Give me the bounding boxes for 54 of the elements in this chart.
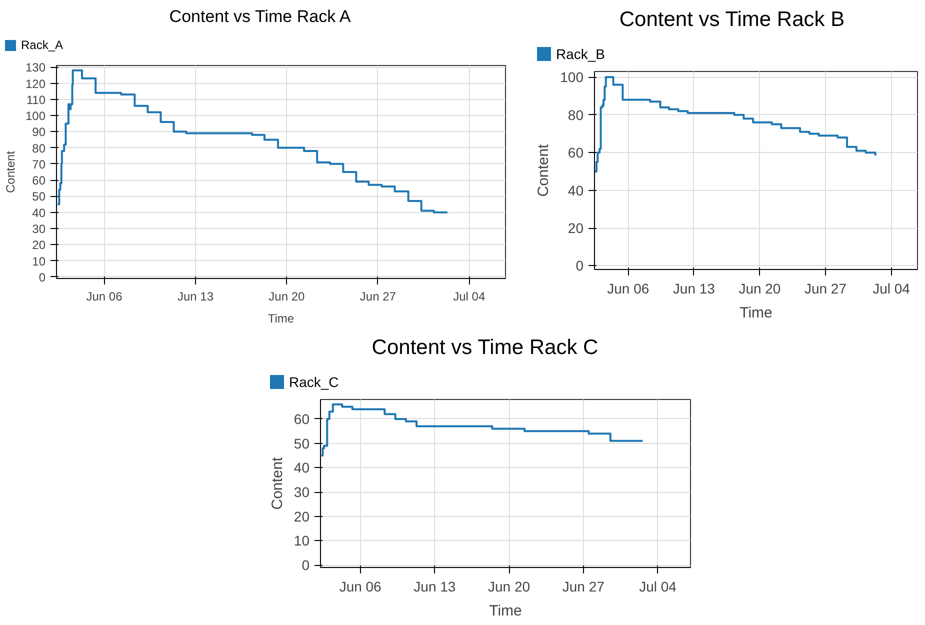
y-tick-label: 50 — [32, 190, 46, 204]
y-tick-label: 0 — [38, 270, 46, 284]
y-tick-label: 40 — [568, 182, 584, 198]
x-tick-label: Jul 04 — [872, 280, 910, 296]
y-tick-label: 120 — [25, 76, 46, 91]
legend-label: Rack_C — [289, 374, 339, 390]
y-tick-label: 20 — [568, 220, 584, 236]
y-tick-label: 90 — [32, 125, 46, 140]
x-tick-label: Jun 13 — [414, 578, 456, 594]
x-tick-label: Jun 06 — [86, 290, 123, 304]
y-tick-label: 60 — [294, 410, 310, 427]
x-axis-title: Time — [489, 602, 522, 620]
y-tick-label: 0 — [576, 258, 584, 274]
y-tick-label: 20 — [32, 238, 46, 252]
y-tick-label: 130 — [25, 60, 46, 75]
y-tick-label: 0 — [302, 557, 310, 574]
x-tick-label: Jun 13 — [177, 290, 214, 304]
y-tick-label: 10 — [294, 532, 310, 549]
y-tick-label: 40 — [32, 206, 46, 220]
y-tick-label: 110 — [26, 92, 46, 107]
y-tick-label: 20 — [294, 508, 310, 524]
y-tick-label: 100 — [25, 109, 46, 124]
x-tick-label: Jul 04 — [639, 578, 677, 594]
legend-label: Rack_A — [21, 38, 64, 52]
y-tick-label: 60 — [32, 174, 46, 188]
chart-title: Content vs Time Rack C — [372, 335, 598, 361]
x-tick-label: Jun 27 — [804, 280, 847, 296]
y-tick-label: 80 — [32, 141, 46, 156]
y-tick-label: 70 — [32, 157, 46, 172]
y-tick-label: 30 — [32, 222, 46, 236]
y-axis-title: Content — [535, 143, 552, 197]
chart-title: Content vs Time Rack B — [619, 7, 845, 33]
x-tick-label: Jun 27 — [360, 290, 396, 304]
x-axis-title: Time — [268, 312, 294, 326]
x-tick-label: Jun 13 — [672, 280, 716, 296]
y-tick-label: 50 — [294, 435, 310, 452]
y-tick-label: 80 — [568, 106, 584, 123]
y-axis-title: Content — [268, 456, 286, 510]
chart-title: Content vs Time Rack A — [169, 6, 351, 28]
y-tick-label: 60 — [568, 144, 584, 161]
y-tick-label: 30 — [294, 484, 310, 500]
legend-label: Rack_B — [556, 46, 606, 62]
x-tick-label: Jul 04 — [453, 290, 486, 304]
x-axis-title: Time — [740, 304, 772, 322]
y-tick-label: 10 — [32, 254, 46, 268]
y-tick-label: 40 — [294, 460, 310, 476]
x-tick-label: Jun 06 — [339, 578, 382, 594]
x-tick-label: Jun 06 — [607, 280, 650, 296]
y-tick-label: 100 — [560, 69, 584, 86]
x-tick-label: Jun 20 — [488, 578, 530, 594]
x-tick-label: Jun 20 — [738, 280, 781, 296]
y-axis-title: Content — [3, 150, 18, 194]
x-tick-label: Jun 20 — [268, 290, 306, 304]
x-tick-label: Jun 27 — [562, 578, 605, 594]
